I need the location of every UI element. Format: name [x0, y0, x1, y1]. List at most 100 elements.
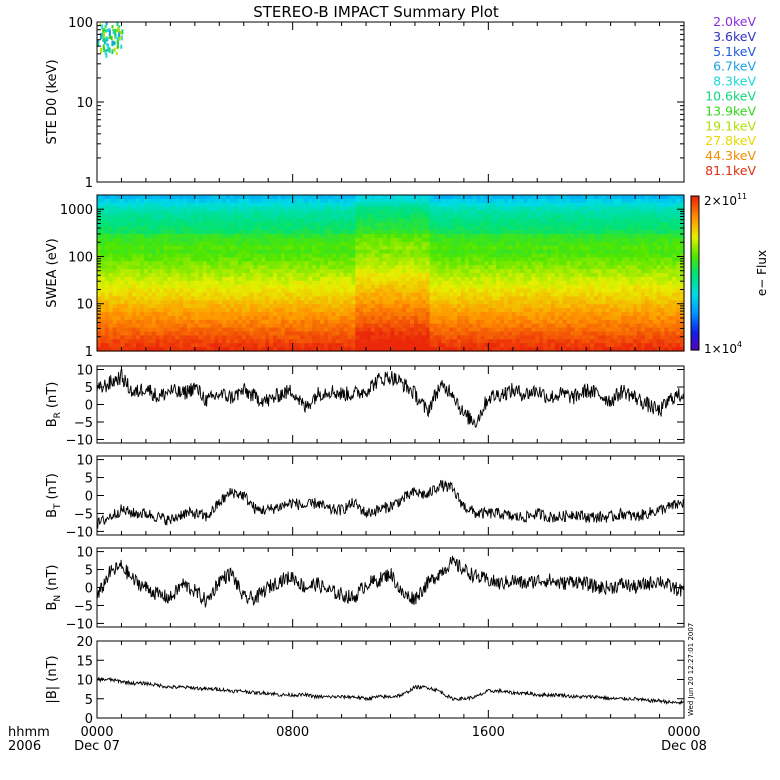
spectrogram-cell [202, 288, 208, 294]
spectrogram-cell [406, 249, 411, 255]
spectrogram-cell [449, 300, 454, 305]
spectrogram-cell [261, 288, 266, 294]
spectrogram-cell [116, 230, 122, 235]
spectrogram-cell [226, 210, 231, 216]
spectrogram-cell [249, 195, 255, 200]
spectrogram-cell [206, 257, 212, 262]
spectrogram-cell [523, 241, 529, 247]
spectrogram-cell [519, 276, 525, 282]
spectrogram-cell [331, 210, 337, 216]
spectrogram-cell [159, 343, 165, 348]
spectrogram-cell [433, 300, 439, 305]
spectrogram-cell [312, 315, 317, 321]
spectrogram-cell [480, 241, 486, 247]
spectrogram-cell [382, 237, 388, 243]
spectrogram-cell [163, 300, 169, 305]
spectrogram-cell [190, 265, 196, 270]
spectrogram-cell [351, 319, 356, 325]
ste-point [118, 32, 121, 38]
spectrogram-cell [233, 214, 239, 219]
spectrogram-cell [194, 335, 200, 340]
spectrogram-cell [194, 198, 200, 204]
spectrogram-cell [202, 206, 208, 212]
spectrogram-cell [327, 218, 333, 223]
spectrogram-cell [296, 234, 302, 239]
spectrogram-cell [421, 195, 427, 200]
spectrogram-cell [288, 335, 294, 340]
spectrogram-cell [429, 296, 435, 301]
spectrogram-cell [554, 276, 560, 282]
spectrogram-cell [367, 249, 372, 255]
spectrogram-cell [179, 335, 184, 340]
spectrogram-cell [378, 327, 384, 333]
spectrogram-cell [511, 343, 517, 348]
spectrogram-cell [280, 218, 286, 223]
spectrogram-cell [304, 261, 309, 266]
spectrogram-cell [402, 241, 407, 247]
spectrogram-cell [484, 343, 489, 348]
spectrogram-cell [460, 226, 466, 231]
spectrogram-cell [253, 206, 259, 212]
spectrogram-cell [449, 257, 454, 262]
spectrogram-cell [265, 257, 270, 262]
spectrogram-cell [453, 331, 458, 336]
spectrogram-cell [535, 257, 540, 262]
spectrogram-cell [257, 202, 262, 208]
spectrogram-cell [339, 308, 345, 313]
spectrogram-cell [460, 249, 466, 255]
spectrogram-cell [410, 276, 415, 282]
spectrogram-cell [179, 312, 184, 317]
spectrogram-cell [300, 300, 305, 305]
spectrogram-cell [151, 273, 157, 278]
spectrogram-cell [210, 315, 215, 321]
spectrogram-cell [273, 343, 278, 348]
spectrogram-cell [190, 335, 196, 340]
spectrogram-cell [453, 214, 458, 219]
spectrogram-cell [539, 253, 544, 258]
spectrogram-cell [492, 210, 497, 216]
spectrogram-cell [175, 195, 180, 200]
spectrogram-cell [460, 284, 466, 290]
spectrogram-cell [410, 198, 415, 204]
spectrogram-cell [273, 339, 278, 344]
spectrogram-cell [374, 308, 380, 313]
spectrogram-cell [147, 206, 153, 212]
spectrogram-cell [460, 339, 466, 344]
spectrogram-cell [359, 335, 364, 340]
spectrogram-cell [562, 312, 568, 317]
spectrogram-cell [300, 241, 305, 247]
spectrogram-cell [128, 237, 133, 243]
ste-point [97, 42, 100, 47]
spectrogram-cell [190, 343, 196, 348]
spectrogram-cell [100, 284, 106, 290]
spectrogram-cell [304, 273, 309, 278]
spectrogram-cell [566, 210, 572, 216]
spectrogram-cell [343, 308, 349, 313]
spectrogram-cell [230, 230, 235, 235]
spectrogram-cell [433, 241, 439, 247]
spectrogram-cell [503, 234, 509, 239]
spectrogram-cell [120, 347, 125, 352]
ste-point [115, 52, 118, 55]
spectrogram-cell [347, 206, 352, 212]
spectrogram-cell [351, 296, 356, 301]
spectrogram-cell [437, 288, 442, 294]
spectrogram-cell [550, 195, 556, 200]
spectrogram-cell [120, 343, 125, 348]
spectrogram-cell [445, 226, 450, 231]
spectrogram-cell [147, 230, 153, 235]
spectrogram-cell [300, 198, 305, 204]
spectrogram-cell [300, 308, 305, 313]
spectrogram-cell [386, 312, 392, 317]
spectrogram-cell [550, 284, 556, 290]
spectrogram-cell [547, 206, 552, 212]
spectrogram-cell [218, 284, 223, 290]
spectrogram-cell [100, 265, 106, 270]
spectrogram-cell [370, 304, 376, 309]
spectrogram-cell [515, 300, 521, 305]
spectrogram-cell [488, 214, 493, 219]
spectrogram-cell [300, 323, 305, 329]
spectrogram-cell [296, 315, 302, 321]
spectrogram-cell [417, 312, 423, 317]
spectrogram-cell [253, 323, 259, 329]
